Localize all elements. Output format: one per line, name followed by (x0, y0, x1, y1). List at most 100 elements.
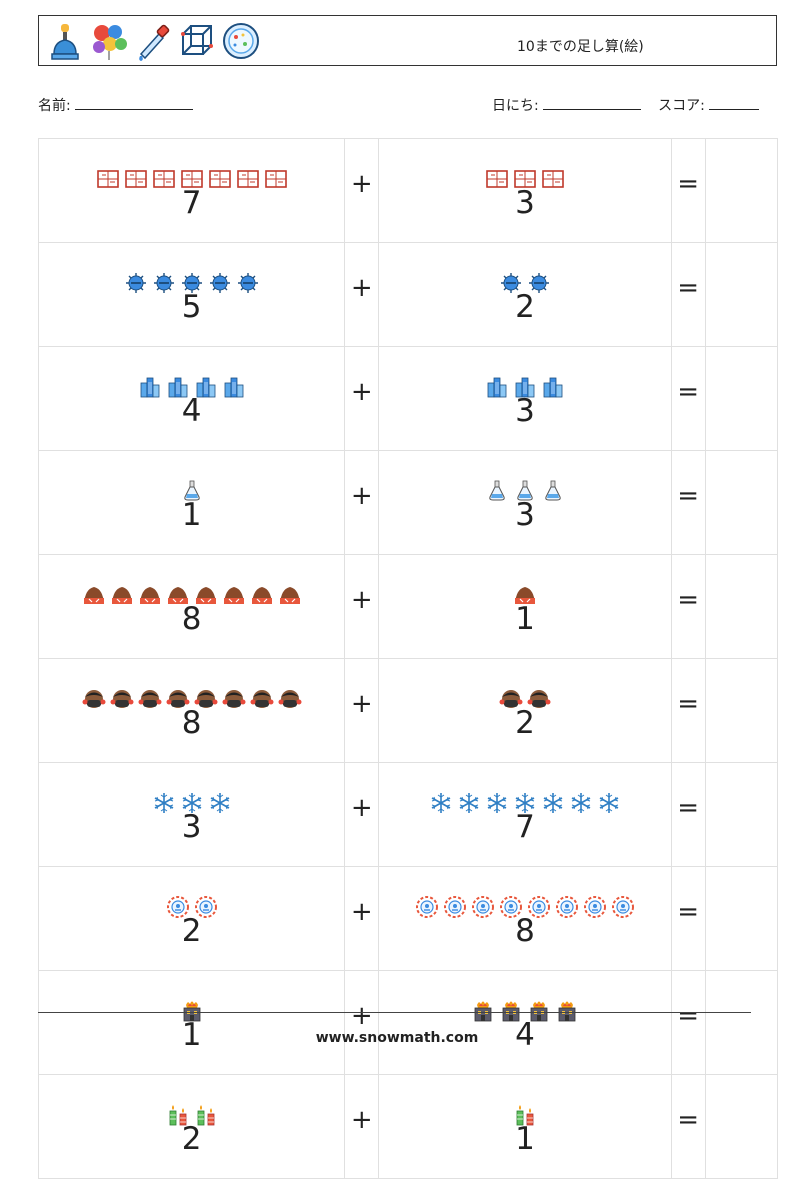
mask-face-icon (499, 690, 523, 708)
equals-sign: = (670, 1074, 706, 1179)
right-number: 3 (515, 393, 535, 429)
left-icon-group (138, 375, 246, 399)
header-icons (45, 20, 261, 62)
right-operand-cell: 1 (378, 1074, 672, 1179)
plus-sign: + (344, 970, 380, 1075)
mound-icon (251, 587, 272, 604)
problem-row: 4 +3 = (37, 346, 779, 451)
equals-sign: = (670, 346, 706, 451)
right-number: 1 (515, 601, 535, 637)
answer-cell[interactable] (704, 658, 779, 763)
dropper-icon (139, 24, 170, 61)
right-number: 3 (515, 185, 535, 221)
burning-house-icon (530, 1001, 548, 1022)
answer-cell[interactable] (704, 450, 779, 555)
window-icon (208, 170, 231, 188)
window-icon (180, 170, 203, 188)
badge-icon (443, 896, 466, 918)
equals-sign: = (670, 762, 706, 867)
right-operand-cell: 3 (378, 346, 672, 451)
right-operand-cell: 4 (378, 970, 672, 1075)
window-icon (514, 170, 536, 188)
badge-icon (499, 896, 522, 918)
left-operand-cell: 3 (37, 762, 346, 867)
score-blank[interactable] (709, 95, 760, 110)
window-icon (542, 170, 564, 188)
mound-icon (195, 587, 216, 604)
right-operand-cell: 2 (378, 658, 672, 763)
right-operand-cell: 2 (378, 242, 672, 347)
worksheet-title: 10までの足し算(絵) (517, 39, 644, 55)
mound-icon (83, 587, 104, 604)
date-label: 日にち: (492, 98, 539, 114)
buildings-icon (224, 377, 244, 398)
left-operand-cell: 8 (37, 658, 346, 763)
right-number: 2 (515, 289, 535, 325)
name-label: 名前: (38, 98, 71, 114)
left-icon-group (180, 999, 204, 1023)
equals-sign: = (670, 866, 706, 971)
mound-icon (223, 587, 244, 604)
buildings-icon (140, 377, 160, 398)
snowflake-icon (599, 793, 619, 813)
equals-sign: = (670, 658, 706, 763)
footer-url[interactable]: www.snowmath.com (315, 1030, 479, 1046)
window-icon (236, 170, 259, 188)
answer-cell[interactable] (704, 866, 779, 971)
name-field: 名前: (38, 95, 194, 115)
left-operand-cell: 2 (37, 1074, 346, 1179)
left-number: 1 (181, 1017, 202, 1053)
plus-sign: + (344, 866, 380, 971)
badge-icon (194, 896, 217, 918)
mask-face-icon (222, 690, 246, 708)
footer-divider (38, 1012, 751, 1013)
right-icon-group (499, 687, 551, 711)
burning-house-icon (558, 1001, 576, 1022)
problem-row: 2 +1 = (37, 1074, 779, 1179)
plus-sign: + (344, 1074, 380, 1179)
problem-row: 3 +7 = (37, 762, 779, 867)
window-icon (96, 170, 119, 188)
virus-icon (237, 273, 258, 293)
mask-face-icon (194, 690, 218, 708)
left-number: 8 (181, 705, 202, 741)
burning-house-icon (474, 1001, 492, 1022)
plus-sign: + (344, 346, 380, 451)
answer-cell[interactable] (704, 242, 779, 347)
date-blank[interactable] (543, 95, 642, 110)
buildings-icon (487, 377, 507, 398)
left-operand-cell: 1 (37, 970, 346, 1075)
equals-sign: = (670, 138, 706, 243)
answer-cell[interactable] (704, 138, 779, 243)
answer-cell[interactable] (704, 1074, 779, 1179)
worksheet-header: 10までの足し算(絵) (38, 15, 777, 66)
burning-house-icon (502, 1001, 520, 1022)
answer-cell[interactable] (704, 970, 779, 1075)
badge-icon (166, 896, 189, 918)
problem-row: 5 +2 = (37, 242, 779, 347)
balloons-icon (93, 25, 127, 60)
left-operand-cell: 4 (37, 346, 346, 451)
right-icon-group (429, 791, 621, 815)
snowflake-icon (543, 793, 563, 813)
flask-icon (545, 480, 561, 501)
plus-sign: + (344, 554, 380, 659)
cube-icon (181, 25, 213, 55)
answer-cell[interactable] (704, 554, 779, 659)
snowflake-icon (182, 793, 201, 813)
buildings-icon (168, 377, 188, 398)
left-number: 2 (181, 1121, 202, 1157)
name-blank[interactable] (75, 95, 194, 110)
buildings-icon (515, 377, 535, 398)
answer-cell[interactable] (704, 762, 779, 867)
score-label: スコア: (658, 98, 705, 114)
right-number: 1 (515, 1121, 535, 1157)
left-operand-cell: 5 (37, 242, 346, 347)
answer-cell[interactable] (704, 346, 779, 451)
badge-icon (471, 896, 494, 918)
plus-sign: + (344, 450, 380, 555)
badge-icon (415, 896, 438, 918)
problem-row: 2 +8 = (37, 866, 779, 971)
snowflake-icon (154, 793, 173, 813)
mask-face-icon (138, 690, 162, 708)
